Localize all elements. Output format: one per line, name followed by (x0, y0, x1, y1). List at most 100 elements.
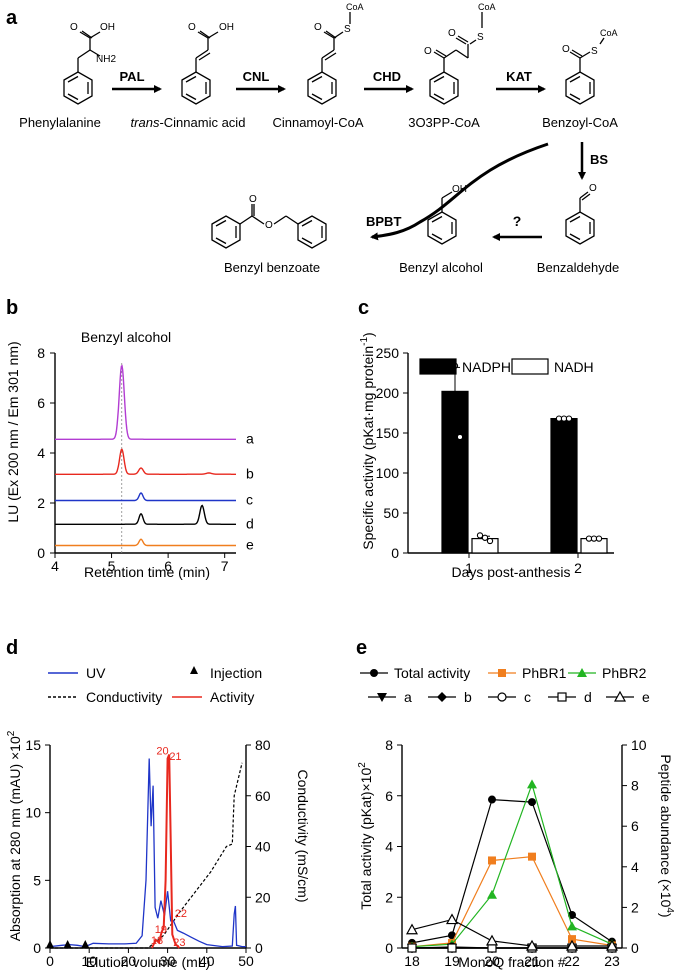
series-line-phbr2 (411, 782, 613, 948)
legend-marker (577, 668, 587, 677)
bzcoa-s: S (591, 46, 598, 57)
fraction-label-18: 18 (151, 935, 163, 947)
fraction-label-22: 22 (175, 908, 187, 920)
data-point (590, 535, 598, 542)
x-tick-label: 30 (160, 953, 176, 969)
data-point (565, 415, 573, 422)
compound-benzaldehyde: Benzaldehyde (537, 260, 619, 275)
point-e (565, 939, 579, 951)
fraction-label-19: 19 (155, 924, 167, 936)
chart-d-xlabel: Elution volume (mL) (86, 954, 211, 970)
x-tick-label: 4 (51, 558, 59, 574)
chart-d-ylabel-right: Conductivity (mS/cm) (295, 769, 311, 902)
panel-label-c: c (358, 297, 369, 319)
injection-marker (46, 940, 54, 948)
point-total-activity (488, 795, 496, 804)
legend-label-phbr2: PhBR2 (602, 665, 647, 681)
bzcoa-o: O (562, 44, 570, 55)
chart-b-ylabel: LU (Ex 200 nm / Em 301 nm) (5, 341, 21, 522)
chart-c-xlabel: Days post-anthesis (451, 564, 570, 580)
y-tick-label: 0 (37, 545, 45, 561)
point-e (525, 939, 539, 951)
point-total-activity (568, 911, 576, 920)
y-tick-label: 10 (25, 805, 41, 821)
fraction-label-20: 20 (156, 745, 168, 757)
benzyl-alcohol-oh: OH (452, 184, 467, 195)
point-total-activity (448, 931, 456, 940)
compound-benzoyl-coa: Benzoyl-CoA (542, 115, 618, 130)
legend-label-d: d (584, 689, 592, 705)
panel-e: e 18 19 20 21 22 23 0 2 4 6 8 0 2 4 6 8 10 Total activity… (356, 637, 675, 970)
panel-label-a: a (6, 7, 18, 29)
x-tick-label: 19 (444, 953, 460, 969)
panel-label-e: e (356, 637, 367, 659)
compound-benzyl-alcohol: Benzyl alcohol (399, 260, 483, 275)
x-tick-label: 5 (108, 558, 116, 574)
y-tick-label: 2 (385, 889, 393, 905)
benzaldehyde-structure (565, 191, 595, 245)
panel-label-b: b (6, 297, 18, 319)
y-tick-label: 50 (383, 505, 399, 521)
enzyme-bpbt: BPBT (366, 214, 401, 229)
legend-label-total-activity: Total activity (394, 665, 470, 681)
o3pp-s: S (477, 32, 484, 43)
phe-nh2-label: NH2 (96, 54, 116, 65)
chart-e-ylabel-right: Peptide abundance (×104) (658, 754, 675, 917)
bar-nadph-2 (550, 418, 578, 554)
legend-label-conductivity: Conductivity (86, 689, 162, 705)
y-tick-label-right: 0 (631, 940, 639, 956)
bar-nadph-1 (441, 390, 469, 554)
point-e (605, 939, 619, 951)
enzyme-chd: CHD (373, 69, 401, 84)
y-tick-label-right: 40 (255, 839, 271, 855)
compound-cinnamoyl-coa: Cinnamoyl-CoA (272, 115, 363, 130)
legend-label-phbr1: PhBR1 (522, 665, 567, 681)
y-tick-label: 8 (37, 345, 45, 361)
chart-e-ylabel-right-main: Peptide abundance (×10 (658, 754, 674, 907)
chart-d-ylabel: Absorption at 280 nm (mAU) ×102 (6, 730, 23, 941)
data-point (481, 534, 489, 541)
y-tick-label: 5 (33, 872, 41, 888)
legend-label-c: c (524, 689, 531, 705)
y-tick-label: 0 (391, 545, 399, 561)
enzyme-bs: BS (590, 152, 608, 167)
point-phbr1 (528, 852, 536, 861)
data-point (456, 433, 464, 441)
y-tick-label-right: 4 (631, 859, 639, 875)
x-tick-label: 0 (46, 953, 54, 969)
benzyl-benzoate-o1: O (249, 194, 257, 205)
panel-label-d: d (6, 637, 18, 659)
point-phbr2 (487, 889, 497, 899)
y-tick-label-right: 2 (631, 899, 639, 915)
phe-oh-label: OH (100, 22, 115, 33)
enzyme-cnl: CNL (243, 69, 270, 84)
enzyme-kat: KAT (506, 69, 532, 84)
legend-label-b: b (464, 689, 472, 705)
y-tick-label: 15 (25, 737, 41, 753)
chart-c-ylabel-close: ) (360, 332, 376, 337)
chart-c-ylabel: Specific activity (pKat·mg protein-1) (359, 332, 376, 549)
cin-coa-o: O (314, 22, 322, 33)
trace-label-a: a (246, 430, 254, 446)
phenylalanine-structure (63, 30, 101, 105)
x-tick-label: 7 (221, 558, 229, 574)
legend-marker (498, 669, 506, 677)
data-point (555, 415, 563, 422)
o3pp-o2: O (448, 28, 456, 39)
legend-marker (557, 692, 567, 702)
x-tick-label: 6 (164, 558, 172, 574)
y-tick-label: 200 (376, 385, 400, 401)
cin-coa-s: S (344, 24, 351, 35)
point-phbr1 (568, 935, 576, 944)
legend-marker-injection (190, 666, 198, 674)
uv-line (49, 758, 246, 948)
activity-line (150, 754, 181, 949)
chart-e-ylabel-right-close: ) (658, 913, 674, 918)
x-tick-label: 23 (604, 953, 620, 969)
trace-b (55, 448, 236, 475)
chart-e-ylabel: Total activity (pKat)×102 (357, 762, 374, 910)
fraction-label-23: 23 (173, 937, 185, 949)
